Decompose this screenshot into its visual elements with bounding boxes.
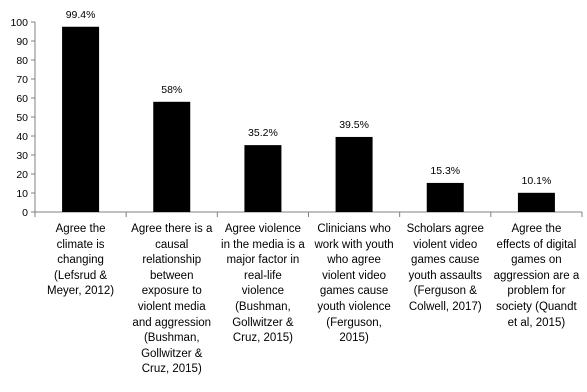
data-label: 39.5%	[339, 119, 369, 131]
bar	[517, 192, 555, 212]
y-tick-label: 20	[16, 169, 28, 181]
y-tick-label: 40	[16, 131, 28, 143]
y-tick-label: 60	[16, 93, 28, 105]
category-label: Clinicians who work with youth who agree…	[314, 223, 394, 345]
bar	[426, 182, 464, 212]
y-tick-label: 30	[16, 150, 28, 162]
data-label: 99.4%	[66, 9, 96, 21]
category-label: Agree violence in the media is a major f…	[221, 223, 305, 345]
y-tick-label: 70	[16, 74, 28, 86]
category-label: Scholars agree violent video games cause…	[406, 223, 484, 313]
bar	[153, 101, 191, 212]
y-tick-label: 50	[16, 112, 28, 124]
data-label: 15.3%	[430, 165, 460, 177]
category-label: Agree the effects of digital games on ag…	[493, 223, 580, 329]
data-label: 10.1%	[522, 175, 552, 187]
data-label: 58%	[161, 84, 182, 96]
bar	[335, 136, 373, 212]
category-label: Agree the climate is changing (Lefsrud &…	[47, 223, 115, 298]
category-label: Agree there is a causal relationship bet…	[131, 223, 213, 376]
data-label: 35.2%	[248, 127, 278, 139]
y-tick-label: 0	[22, 207, 28, 219]
bar	[244, 145, 282, 212]
bar	[62, 26, 100, 212]
y-tick-label: 10	[16, 188, 28, 200]
y-tick-label: 100	[10, 17, 28, 29]
y-tick-label: 90	[16, 36, 28, 48]
y-tick-label: 80	[16, 55, 28, 67]
